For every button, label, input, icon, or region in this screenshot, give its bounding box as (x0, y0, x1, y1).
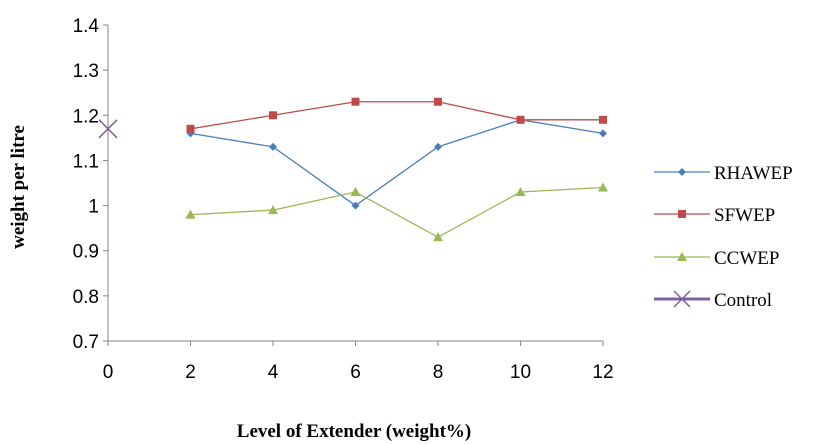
data-point-ccwep (350, 187, 361, 197)
series-line-sfwep (190, 101, 603, 130)
legend-marker-ccwep (677, 252, 687, 261)
legend-marker-control (673, 290, 691, 308)
x-tick-labels: 0 2 4 6 8 10 12 (103, 362, 614, 383)
y-tick-label: 1 (88, 197, 99, 218)
legend-item-sfwep: SFWEP (654, 205, 775, 226)
data-point-sfwep (269, 111, 277, 120)
x-tick-label: 2 (185, 362, 196, 383)
x-tick-label: 6 (350, 362, 361, 383)
x-tick-label: 8 (433, 362, 444, 383)
y-tick-label: 1.1 (73, 151, 99, 172)
data-point-rhawep (599, 129, 607, 138)
legend-item-control: Control (654, 290, 772, 311)
y-tick-label: 1.4 (73, 16, 100, 37)
data-point-control (98, 119, 118, 139)
legend-label-sfwep: SFWEP (714, 205, 775, 226)
data-point-sfwep (599, 115, 607, 124)
y-tick-label: 1.2 (73, 106, 99, 127)
y-tick-label: 0.8 (73, 287, 99, 308)
x-tick-label: 0 (103, 362, 114, 383)
x-tick-label: 4 (268, 362, 279, 383)
legend-label-rhawep: RHAWEP (714, 163, 793, 184)
legend: RHAWEP SFWEP CCWEP Control (654, 163, 793, 311)
series-sfwep (186, 97, 607, 133)
legend-item-ccwep: CCWEP (654, 248, 779, 269)
series-ccwep (185, 182, 608, 242)
y-tick-labels: 0.7 0.8 0.9 1 1.1 1.2 1.3 1.4 (73, 16, 100, 353)
data-point-sfwep (516, 115, 525, 124)
x-tick-label: 10 (510, 362, 531, 383)
series-line-ccwep (190, 186, 604, 238)
data-point-rhawep (434, 142, 442, 151)
data-point-sfwep (186, 124, 195, 133)
legend-label-control: Control (714, 290, 772, 311)
data-point-rhawep (269, 142, 277, 151)
data-point-ccwep (598, 182, 608, 192)
y-tick-label: 0.7 (73, 332, 99, 353)
x-marker-stroke (98, 119, 118, 139)
legend-marker-sfwep (678, 210, 686, 218)
data-point-ccwep (515, 187, 526, 197)
data-point-ccwep (185, 209, 196, 219)
data-point-sfwep (351, 97, 360, 106)
axes (103, 24, 604, 346)
data-point-ccwep (268, 205, 278, 215)
legend-marker-rhawep (678, 168, 686, 176)
y-tick-label: 1.3 (73, 61, 99, 82)
x-tick-label: 12 (592, 362, 613, 383)
series-control (98, 119, 118, 139)
y-axis-title: weight per litre (8, 125, 29, 249)
data-point-rhawep (351, 201, 360, 210)
x-marker-stroke (673, 290, 691, 308)
series-line-rhawep (190, 119, 604, 207)
series-group (98, 97, 608, 242)
y-tick-label: 0.9 (73, 242, 99, 263)
x-axis-title: Level of Extender (weight%) (237, 421, 471, 442)
data-point-ccwep (433, 232, 443, 242)
series-rhawep (186, 115, 607, 210)
legend-item-rhawep: RHAWEP (654, 163, 793, 184)
legend-label-ccwep: CCWEP (714, 248, 779, 269)
data-point-sfwep (434, 97, 442, 106)
